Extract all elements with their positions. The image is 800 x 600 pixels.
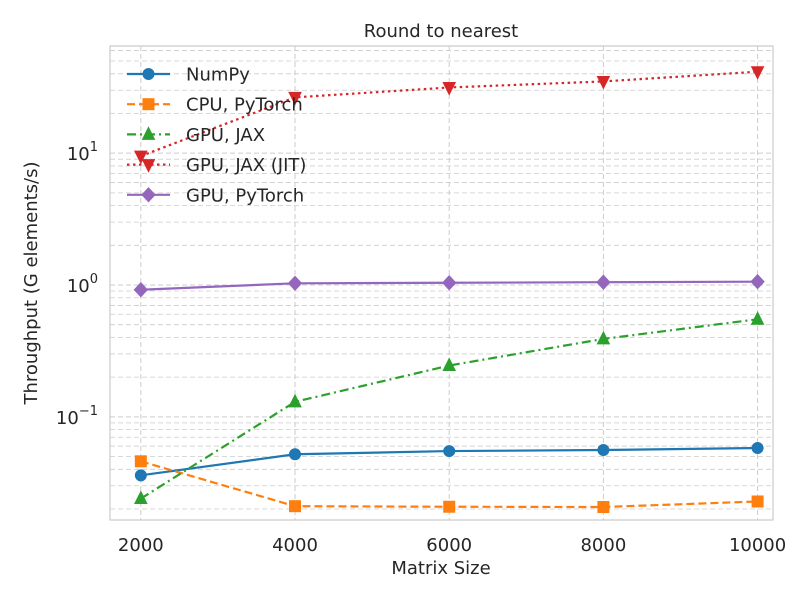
data-point xyxy=(442,81,457,96)
legend-label: GPU, PyTorch xyxy=(186,185,304,206)
series-line xyxy=(140,318,758,500)
data-point xyxy=(750,273,765,290)
x-tick-label: 6000 xyxy=(426,535,472,556)
y-tick-label: 101 xyxy=(67,140,98,165)
legend-item: GPU, PyTorch xyxy=(127,185,304,206)
data-point xyxy=(134,150,148,165)
x-tick-label: 2000 xyxy=(118,535,164,556)
x-axis-label: Matrix Size xyxy=(391,558,490,579)
data-point xyxy=(442,357,457,372)
axis-ticks: 2000 4000 6000 8000 10000 10−1 100 101 xyxy=(56,140,786,556)
svg-text:10−1: 10−1 xyxy=(56,404,98,429)
legend-label: NumPy xyxy=(186,65,250,86)
legend-marker xyxy=(141,159,156,173)
legend-item: GPU, JAX (JIT) xyxy=(127,155,306,176)
chart-title: Round to nearest xyxy=(364,21,519,42)
data-point xyxy=(134,490,148,505)
series-gpu-pytorch xyxy=(133,273,765,298)
legend-marker xyxy=(141,126,156,140)
plot-area-frame xyxy=(109,45,774,521)
x-tick-label: 8000 xyxy=(580,535,626,556)
data-point xyxy=(443,445,456,458)
series-cpu-pytorch xyxy=(134,455,764,514)
legend-marker xyxy=(142,98,155,111)
legend: NumPy CPU, PyTorch GPU, JAX GPU, JAX (JIT) G… xyxy=(127,65,306,206)
data-point xyxy=(597,444,610,457)
data-point xyxy=(750,66,765,80)
series-layer xyxy=(133,66,765,514)
data-point xyxy=(133,282,149,298)
legend-item: GPU, JAX xyxy=(127,125,265,146)
legend-marker xyxy=(141,187,156,203)
x-tick-label: 4000 xyxy=(272,535,318,556)
data-point xyxy=(596,75,611,90)
y-tick-label: 10−1 xyxy=(56,404,98,429)
data-point xyxy=(750,311,765,325)
legend-marker xyxy=(142,68,155,80)
data-point xyxy=(597,501,610,514)
y-axis-label: Throughput (G elements/s) xyxy=(21,161,42,405)
data-point xyxy=(287,275,303,292)
data-point xyxy=(288,91,302,106)
series-gpu-jax xyxy=(134,311,765,505)
data-point xyxy=(751,442,764,455)
legend-label: CPU, PyTorch xyxy=(186,95,303,116)
data-point xyxy=(134,455,147,468)
data-point xyxy=(288,393,302,408)
data-point xyxy=(443,500,456,513)
x-tick-label: 10000 xyxy=(729,535,786,556)
legend-item: CPU, PyTorch xyxy=(127,95,303,116)
y-tick-label: 100 xyxy=(67,272,98,297)
data-point xyxy=(289,448,302,461)
series-gpu-jax-jit xyxy=(134,66,765,165)
legend-label: GPU, JAX xyxy=(186,125,265,146)
data-point xyxy=(751,495,764,508)
data-point xyxy=(134,469,147,482)
series-numpy xyxy=(134,442,764,482)
data-point xyxy=(289,500,302,513)
data-point xyxy=(442,275,457,291)
svg-text:101: 101 xyxy=(67,140,98,165)
legend-item: NumPy xyxy=(127,65,250,86)
legend-label: GPU, JAX (JIT) xyxy=(186,155,306,176)
data-point xyxy=(596,330,611,345)
svg-text:100: 100 xyxy=(67,272,98,297)
data-point xyxy=(596,274,611,290)
